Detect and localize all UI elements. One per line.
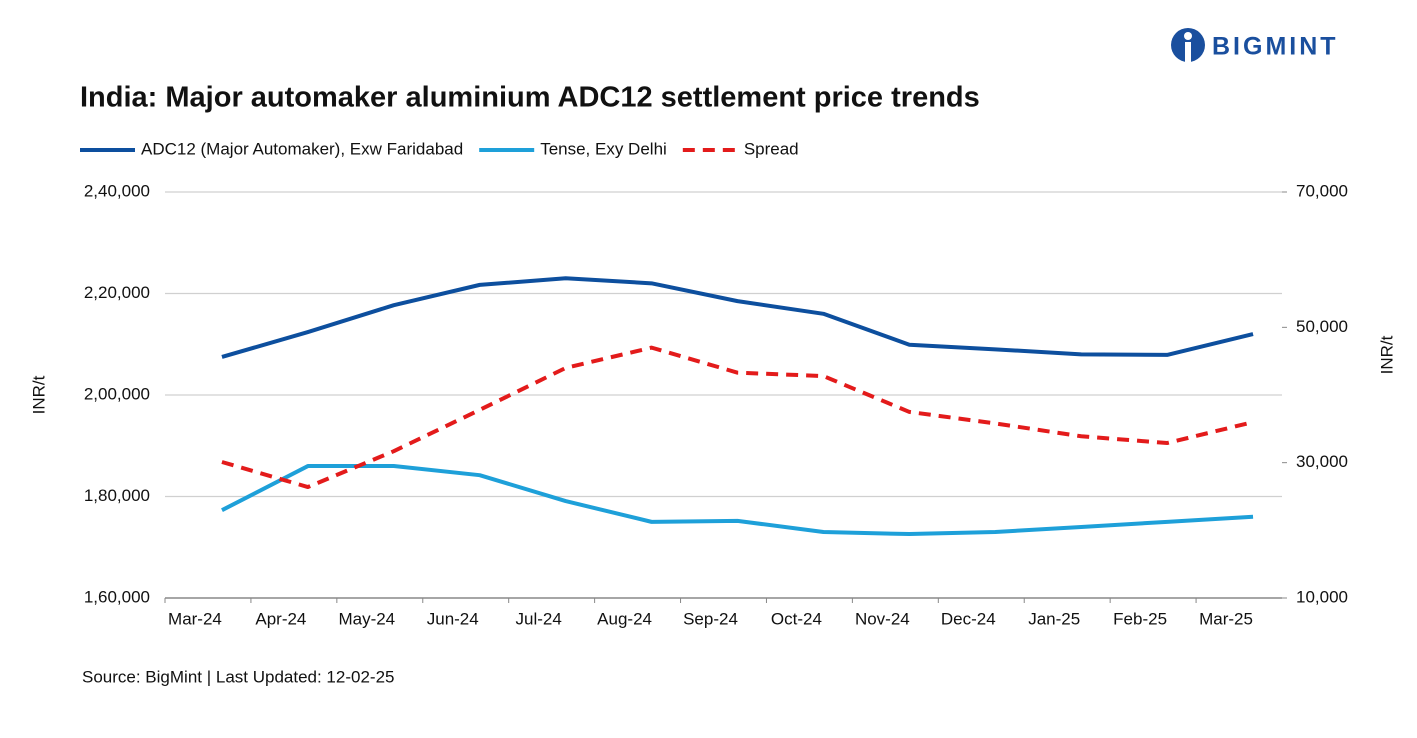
chart-title: India: Major automaker aluminium ADC12 s…: [80, 82, 980, 114]
y-tick-label: 1,60,000: [84, 587, 150, 606]
y2-tick-label: 70,000: [1296, 181, 1348, 200]
brand: BIGMINT: [1212, 33, 1339, 61]
y2-axis-label: INR/t: [1377, 335, 1396, 374]
source: Source: BigMint | Last Updated: 12-02-25: [82, 667, 394, 686]
x-tick-label: Sep-24: [683, 609, 738, 628]
x-tick-label: Feb-25: [1113, 609, 1167, 628]
legend-label: Spread: [744, 139, 799, 158]
legend-label: Tense, Exy Delhi: [540, 139, 667, 158]
x-tick-label: Jan-25: [1028, 609, 1080, 628]
x-tick-label: Oct-24: [771, 609, 822, 628]
y-tick-label: 2,40,000: [84, 181, 150, 200]
legend-label: ADC12 (Major Automaker), Exw Faridabad: [141, 139, 463, 158]
x-tick-label: Mar-24: [168, 609, 222, 628]
y2-tick-label: 10,000: [1296, 587, 1348, 606]
x-tick-label: Mar-25: [1199, 609, 1253, 628]
y-axis-label: INR/t: [29, 375, 48, 414]
x-tick-label: Apr-24: [255, 609, 306, 628]
x-tick-label: Jun-24: [427, 609, 479, 628]
x-tick-label: Aug-24: [597, 609, 652, 628]
series-line: [221, 345, 1254, 490]
logo-icon: [1184, 32, 1192, 40]
y-tick-label: 2,00,000: [84, 384, 150, 403]
x-tick-label: May-24: [338, 609, 395, 628]
series-line: [221, 464, 1254, 537]
logo-icon: [1185, 42, 1191, 62]
y2-tick-label: 30,000: [1296, 452, 1348, 471]
x-tick-label: Nov-24: [855, 609, 910, 628]
logo: BIGMINT: [1171, 28, 1339, 62]
y2-tick-label: 50,000: [1296, 317, 1348, 336]
series-line: [221, 276, 1254, 359]
x-tick-label: Dec-24: [941, 609, 996, 628]
y-tick-label: 2,20,000: [84, 283, 150, 302]
y-tick-label: 1,80,000: [84, 486, 150, 505]
x-tick-label: Jul-24: [515, 609, 561, 628]
